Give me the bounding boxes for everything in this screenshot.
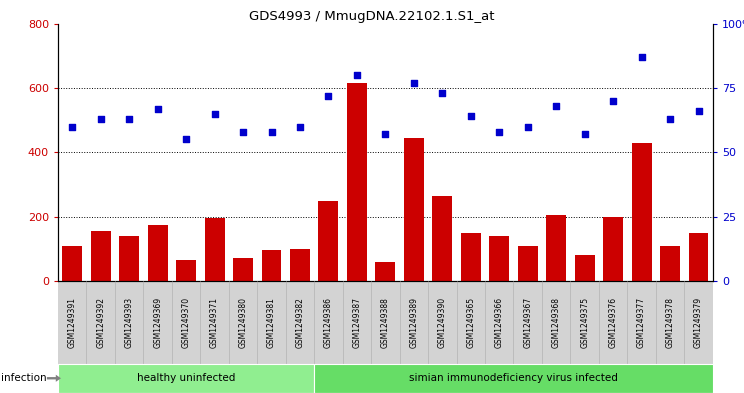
Bar [432, 196, 452, 281]
Text: GSM1249386: GSM1249386 [324, 297, 333, 348]
Bar [205, 218, 225, 281]
Bar [574, 255, 594, 281]
Bar [148, 225, 167, 281]
Text: GSM1249393: GSM1249393 [125, 297, 134, 348]
Bar [404, 138, 424, 281]
Text: GSM1249371: GSM1249371 [210, 297, 219, 348]
Point [551, 103, 562, 109]
Point [266, 129, 278, 135]
Point [379, 131, 391, 138]
Point [607, 97, 619, 104]
Text: healthy uninfected: healthy uninfected [137, 373, 235, 383]
Bar [233, 259, 253, 281]
Point [124, 116, 135, 122]
Text: infection: infection [1, 373, 47, 383]
Point [579, 131, 591, 138]
Bar [290, 249, 310, 281]
Point [351, 72, 363, 78]
Bar [62, 246, 83, 281]
Text: GSM1249377: GSM1249377 [637, 297, 646, 348]
Text: GSM1249368: GSM1249368 [552, 297, 561, 348]
Text: GSM1249382: GSM1249382 [295, 297, 304, 348]
Text: GSM1249366: GSM1249366 [495, 297, 504, 348]
Bar [347, 83, 367, 281]
Bar [546, 215, 566, 281]
Text: GSM1249387: GSM1249387 [353, 297, 362, 348]
Bar [119, 236, 139, 281]
Text: GSM1249392: GSM1249392 [96, 297, 105, 348]
Bar [603, 217, 623, 281]
Text: GSM1249367: GSM1249367 [523, 297, 532, 348]
Text: GSM1249380: GSM1249380 [239, 297, 248, 348]
Bar [688, 233, 708, 281]
Point [66, 123, 78, 130]
Bar [262, 250, 281, 281]
Point [152, 105, 164, 112]
Text: GSM1249379: GSM1249379 [694, 297, 703, 348]
Point [635, 54, 647, 60]
Point [522, 123, 533, 130]
Bar [632, 143, 652, 281]
Bar [490, 236, 509, 281]
Point [408, 80, 420, 86]
Point [237, 129, 249, 135]
Bar [318, 201, 339, 281]
Point [180, 136, 192, 143]
Bar [91, 231, 111, 281]
Bar [176, 260, 196, 281]
Bar [461, 233, 481, 281]
Point [693, 108, 705, 114]
Point [94, 116, 106, 122]
Point [664, 116, 676, 122]
Bar [376, 263, 395, 281]
Text: GSM1249369: GSM1249369 [153, 297, 162, 348]
Text: GSM1249391: GSM1249391 [68, 297, 77, 348]
Point [437, 90, 449, 96]
Point [322, 92, 334, 99]
Text: GSM1249365: GSM1249365 [466, 297, 475, 348]
Text: GSM1249388: GSM1249388 [381, 297, 390, 348]
Text: GDS4993 / MmugDNA.22102.1.S1_at: GDS4993 / MmugDNA.22102.1.S1_at [249, 10, 495, 23]
Text: GSM1249390: GSM1249390 [437, 297, 447, 348]
Text: simian immunodeficiency virus infected: simian immunodeficiency virus infected [409, 373, 618, 383]
Bar [660, 246, 680, 281]
Text: GSM1249370: GSM1249370 [182, 297, 190, 348]
Point [465, 113, 477, 119]
Text: GSM1249378: GSM1249378 [666, 297, 675, 348]
Point [208, 110, 220, 117]
Bar [518, 246, 538, 281]
Text: GSM1249381: GSM1249381 [267, 297, 276, 348]
Point [493, 129, 505, 135]
Text: GSM1249389: GSM1249389 [409, 297, 418, 348]
Text: GSM1249375: GSM1249375 [580, 297, 589, 348]
Text: GSM1249376: GSM1249376 [609, 297, 618, 348]
Point [294, 123, 306, 130]
